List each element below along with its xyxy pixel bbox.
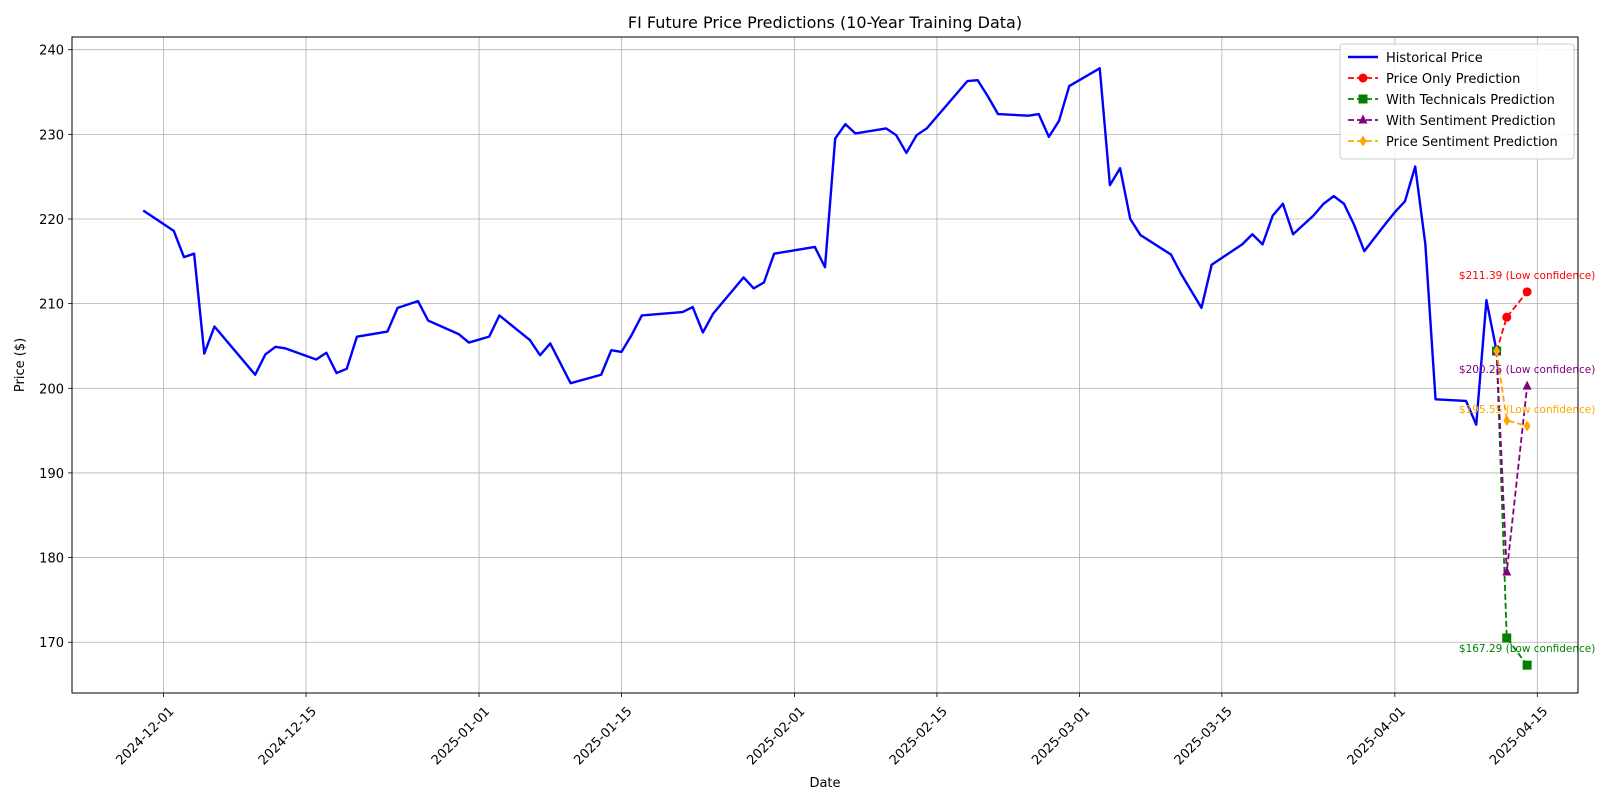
legend-marker-with-sentiment-prediction xyxy=(1358,114,1368,124)
series-line-with-sentiment-prediction xyxy=(1495,350,1529,573)
data-point-price-only-prediction xyxy=(1522,287,1532,297)
legend: Historical Price Price Only Prediction Wit… xyxy=(1339,43,1575,160)
data-point-with-technicals-prediction xyxy=(1502,633,1512,643)
y-tick-label: 170 xyxy=(39,636,64,651)
grid-layer xyxy=(72,37,1578,693)
y-tick-label: 230 xyxy=(39,128,64,143)
annotation-layer: $211.39 (Low confidence) $167.29 (Low con… xyxy=(1459,270,1595,655)
series-layer xyxy=(142,67,1532,670)
data-point-price-sentiment-prediction xyxy=(1503,414,1511,426)
chart-title: FI Future Price Predictions (10-Year Tra… xyxy=(628,13,1022,32)
legend-marker-price-only-prediction xyxy=(1358,73,1368,83)
data-point-with-sentiment-prediction xyxy=(1502,566,1512,576)
data-point-price-only-prediction xyxy=(1502,312,1512,322)
series-price-only-prediction xyxy=(1492,287,1532,356)
y-axis-label: Price ($) xyxy=(13,338,28,392)
legend-label-with-technicals-prediction: With Technicals Prediction xyxy=(1386,93,1555,108)
x-tick-label: 2025-04-15 xyxy=(1487,704,1551,768)
series-line-price-sentiment-prediction xyxy=(1495,350,1528,427)
series-historical-price xyxy=(142,67,1498,426)
series-price-sentiment-prediction xyxy=(1493,345,1531,432)
series-with-sentiment-prediction xyxy=(1492,345,1532,576)
x-tick-label: 2025-03-01 xyxy=(1029,704,1093,768)
y-tick-label: 190 xyxy=(39,467,64,482)
y-tick-label: 180 xyxy=(39,552,64,567)
tick-layer: 2024-12-01 2024-12-15 2025-01-01 2025-01-15… xyxy=(39,44,1551,769)
plot-frame xyxy=(71,36,1579,694)
legend-marker-price-sentiment-prediction xyxy=(1359,135,1367,147)
y-tick-label: 210 xyxy=(39,298,64,313)
x-tick-label: 2025-03-15 xyxy=(1172,704,1236,768)
annotation-price-sentiment-prediction: $195.55 (Low confidence) xyxy=(1459,404,1595,416)
x-tick-label: 2024-12-15 xyxy=(256,704,320,768)
series-line-historical-price xyxy=(142,67,1498,426)
x-tick-label: 2025-04-01 xyxy=(1345,704,1409,768)
legend-label-with-sentiment-prediction: With Sentiment Prediction xyxy=(1386,114,1556,129)
legend-marker-with-technicals-prediction xyxy=(1358,94,1368,104)
y-tick-label: 220 xyxy=(39,213,64,228)
data-point-with-sentiment-prediction xyxy=(1522,380,1532,390)
legend-box xyxy=(1339,43,1575,160)
series-line-price-only-prediction xyxy=(1495,291,1528,352)
data-point-price-sentiment-prediction xyxy=(1493,345,1501,357)
x-tick-label: 2024-12-01 xyxy=(113,704,177,768)
annotation-with-sentiment-prediction: $200.25 (Low confidence) xyxy=(1459,364,1595,376)
x-tick-label: 2025-01-01 xyxy=(429,704,493,768)
data-point-price-sentiment-prediction xyxy=(1523,420,1531,432)
annotation-with-technicals-prediction: $167.29 (Low confidence) xyxy=(1459,643,1595,655)
data-point-with-technicals-prediction xyxy=(1522,660,1532,670)
legend-label-historical-price: Historical Price xyxy=(1386,51,1483,66)
annotation-price-only-prediction: $211.39 (Low confidence) xyxy=(1459,270,1595,282)
legend-label-price-sentiment-prediction: Price Sentiment Prediction xyxy=(1386,135,1558,150)
series-line-with-technicals-prediction xyxy=(1495,351,1528,666)
x-tick-label: 2025-01-15 xyxy=(571,704,635,768)
x-tick-label: 2025-02-01 xyxy=(744,704,808,768)
x-tick-label: 2025-02-15 xyxy=(887,704,951,768)
legend-label-price-only-prediction: Price Only Prediction xyxy=(1386,72,1520,87)
y-tick-label: 200 xyxy=(39,382,64,397)
y-tick-label: 240 xyxy=(39,44,64,59)
x-axis-label: Date xyxy=(809,776,840,791)
